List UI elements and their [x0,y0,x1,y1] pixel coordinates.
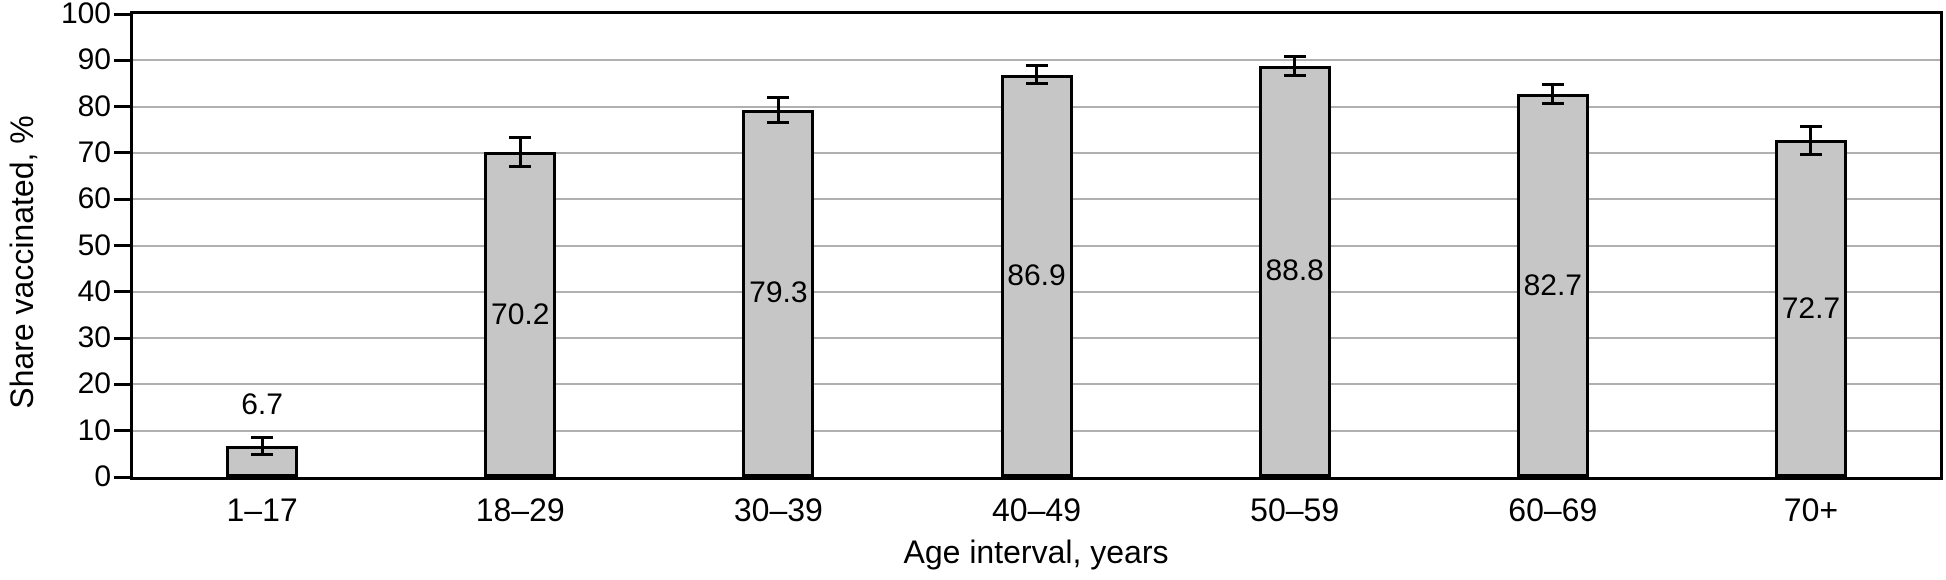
bar-value-label: 6.7 [241,387,283,421]
bar [1000,74,1073,477]
y-tick-label: 0 [94,460,111,493]
y-axis-tick [114,290,130,294]
error-bar-bottom-cap [1799,153,1822,157]
x-category-label: 40–49 [992,492,1081,528]
bar-value-label: 86.9 [1007,258,1066,292]
error-bar-bottom-cap [251,453,274,457]
y-tick-label: 100 [60,0,111,30]
y-axis-tick [114,105,130,109]
y-tick-label: 90 [77,43,111,77]
y-tick-label: 70 [77,135,111,169]
bar [742,109,815,477]
bar-value-label: 88.8 [1265,254,1324,288]
y-axis-tick [114,58,130,62]
y-tick-label: 30 [77,321,111,355]
error-bar [1541,83,1564,105]
x-axis-title: Age interval, years [903,534,1169,570]
bar-value-label: 70.2 [491,297,550,331]
error-bar-stem [776,95,780,124]
x-category-label: 30–39 [733,492,823,528]
gridline [133,59,1940,62]
error-bar-stem [1293,54,1297,77]
error-bar-stem [518,135,522,169]
y-axis-title: Share vaccinated, % [4,115,40,409]
x-category-label: 60–69 [1508,492,1598,528]
error-bar [509,135,532,169]
error-bar-stem [1035,64,1038,85]
bar [1258,65,1331,477]
error-bar-stem [260,435,264,457]
x-category-label: 50–59 [1250,492,1340,528]
y-axis-tick [114,197,130,201]
error-bar-bottom-cap [1283,73,1306,77]
error-bar-bottom-cap [509,165,532,169]
y-tick-label: 20 [77,367,111,401]
error-bar [1283,54,1306,77]
y-axis-tick [114,382,130,386]
bar-value-label: 79.3 [749,276,808,310]
y-axis-tick [114,336,130,340]
y-tick-label: 40 [77,274,111,308]
error-bar-stem [1809,124,1813,157]
plot-area: 0 10 20 30 40 50 60 70 80 90 100 6.7 1–17 70.2 18–29 79… [61,0,1943,526]
error-bar-bottom-cap [767,120,790,124]
y-tick-label: 50 [77,228,111,262]
y-tick-label: 80 [77,89,111,123]
x-category-label: 70+ [1783,492,1839,528]
y-axis-tick [114,429,130,433]
error-bar [1799,124,1822,157]
y-axis-tick [114,475,130,479]
bar-value-label: 82.7 [1523,268,1582,302]
error-bar-bottom-cap [1541,101,1564,105]
bar [484,151,557,477]
bar-value-label: 72.7 [1781,291,1841,325]
y-tick-label: 60 [77,182,111,216]
y-axis-tick [114,151,130,155]
x-category-label: 1–17 [226,492,298,528]
x-category-label: 18–29 [475,492,565,528]
y-tick-label: 10 [77,413,111,447]
bar [1774,140,1847,477]
y-axis-tick [114,244,130,247]
error-bar-bottom-cap [1025,81,1048,85]
error-bar [1025,64,1048,85]
bar [1516,94,1589,477]
error-bar-stem [1551,83,1555,105]
y-axis-tick [114,12,130,16]
error-bar [251,435,274,457]
error-bar [767,95,790,124]
